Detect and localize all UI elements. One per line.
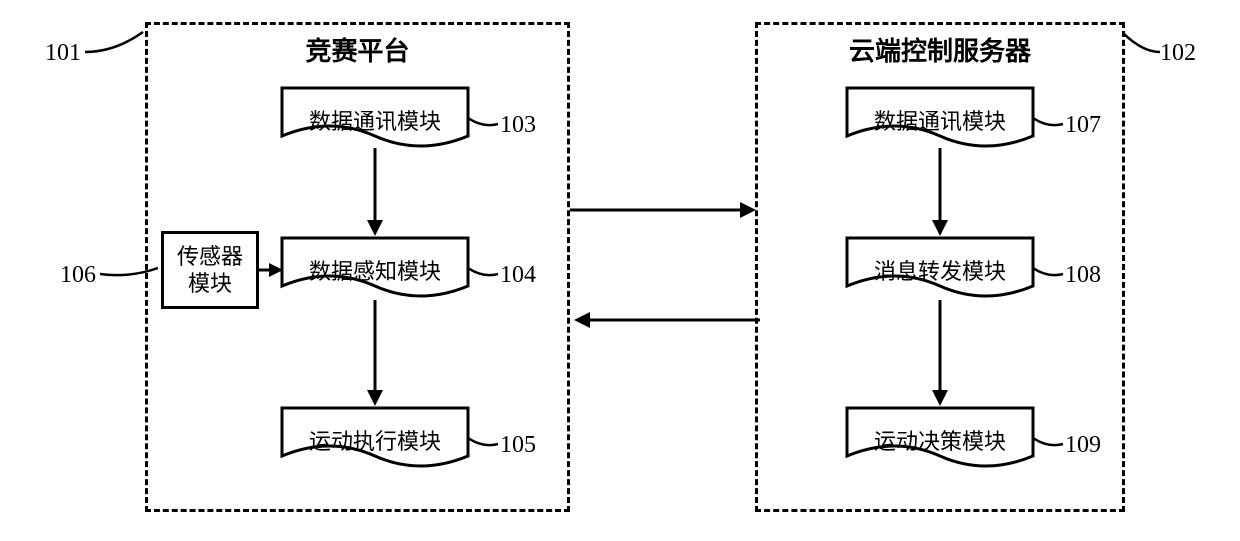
lead-line-101: [85, 30, 150, 70]
lead-line-108: [1033, 262, 1069, 288]
module-message-forward: 消息转发模块: [845, 236, 1035, 304]
module-motion-decision: 运动决策模块: [845, 406, 1035, 474]
title-cloud-server: 云端控制服务器: [849, 31, 1031, 68]
ref-label-109: 109: [1065, 432, 1101, 459]
lead-line-107: [1033, 112, 1069, 138]
ref-label-107: 107: [1065, 112, 1101, 139]
module-label: 数据感知模块: [309, 254, 441, 286]
ref-label-106: 106: [60, 262, 96, 289]
module-motion-execute: 运动执行模块: [280, 406, 470, 474]
arrow-left-to-right: [570, 200, 760, 220]
module-sensor: 传感器模块: [161, 231, 259, 309]
title-competition-platform: 竞赛平台: [305, 31, 409, 68]
arrow-107-to-108: [930, 148, 950, 240]
module-label: 运动决策模块: [874, 424, 1006, 456]
ref-label-103: 103: [500, 112, 536, 139]
lead-line-104: [468, 262, 504, 288]
module-label: 消息转发模块: [874, 254, 1006, 286]
lead-line-105: [468, 432, 504, 458]
arrow-103-to-104: [365, 148, 385, 240]
arrow-right-to-left: [570, 310, 760, 330]
ref-label-104: 104: [500, 262, 536, 289]
arrow-104-to-105: [365, 300, 385, 410]
module-label: 数据通讯模块: [309, 104, 441, 136]
module-label: 运动执行模块: [309, 424, 441, 456]
arrow-sensor-to-104: [259, 260, 285, 280]
module-label: 数据通讯模块: [874, 104, 1006, 136]
ref-label-105: 105: [500, 432, 536, 459]
lead-line-106: [100, 262, 162, 288]
module-data-perception: 数据感知模块: [280, 236, 470, 304]
arrow-108-to-109: [930, 300, 950, 410]
lead-line-109: [1033, 432, 1069, 458]
module-data-comm-left: 数据通讯模块: [280, 86, 470, 154]
ref-label-101: 101: [45, 40, 81, 67]
module-data-comm-right: 数据通讯模块: [845, 86, 1035, 154]
lead-line-102: [1122, 30, 1167, 70]
lead-line-103: [468, 112, 504, 138]
sensor-label: 传感器模块: [177, 243, 243, 298]
ref-label-108: 108: [1065, 262, 1101, 289]
